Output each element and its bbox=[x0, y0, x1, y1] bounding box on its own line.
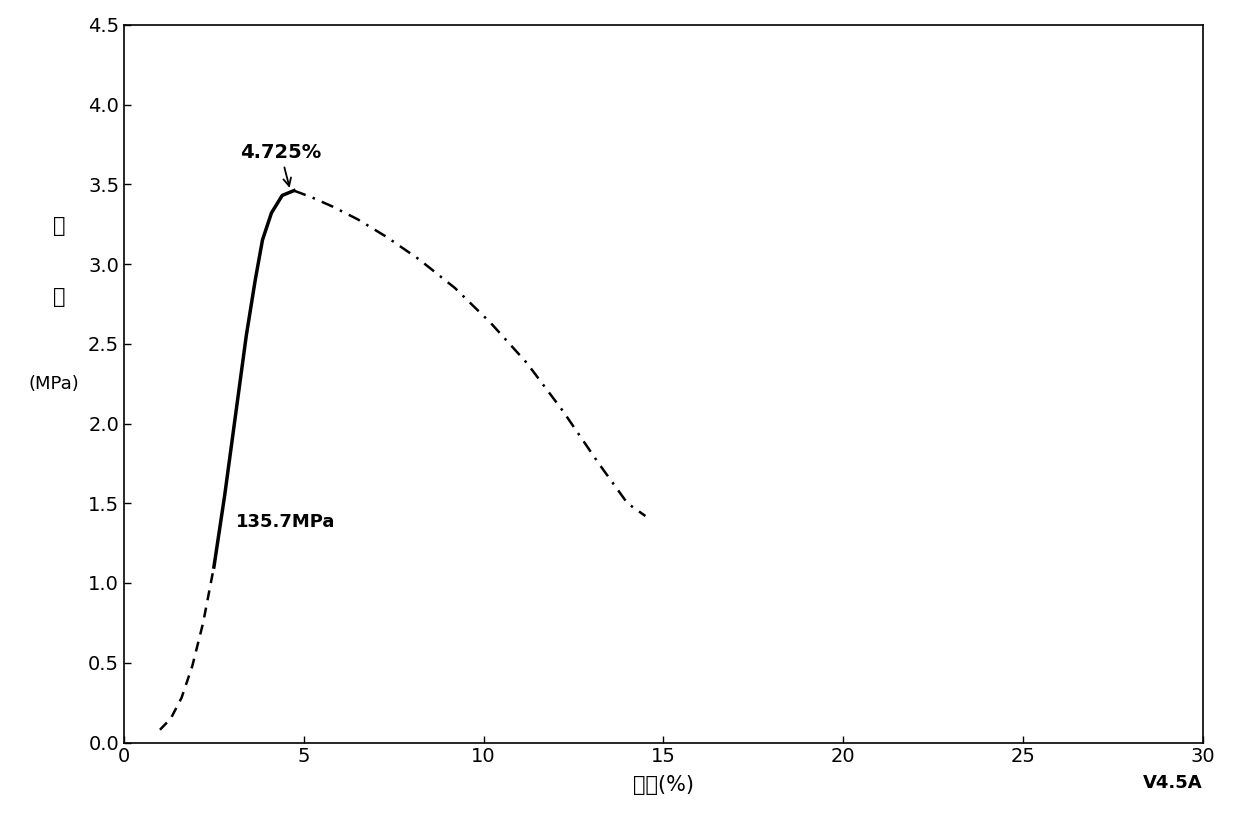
Text: 135.7MPa: 135.7MPa bbox=[236, 513, 335, 531]
X-axis label: 应变(%): 应变(%) bbox=[632, 775, 694, 794]
Text: 力: 力 bbox=[53, 287, 66, 308]
Text: (MPa): (MPa) bbox=[29, 375, 79, 393]
Text: V4.5A: V4.5A bbox=[1143, 774, 1203, 792]
Text: 应: 应 bbox=[53, 215, 66, 236]
Text: 4.725%: 4.725% bbox=[241, 143, 321, 186]
